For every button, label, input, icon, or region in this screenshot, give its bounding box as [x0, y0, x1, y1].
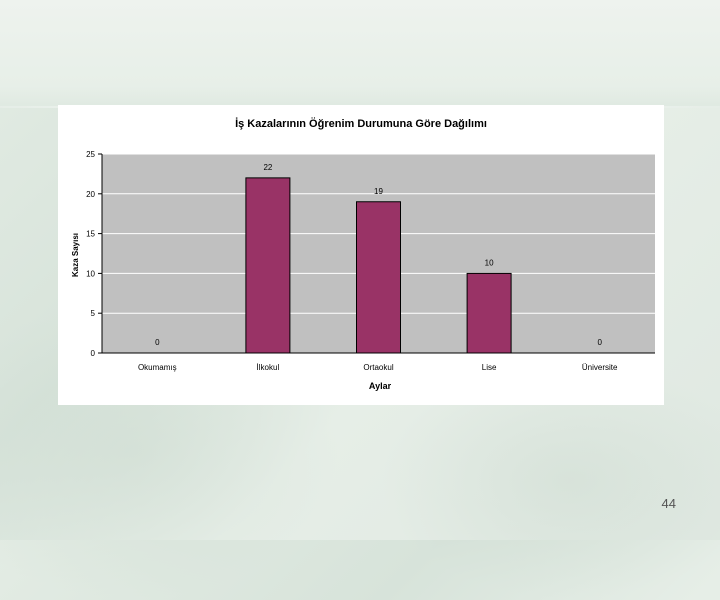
- x-tick-label: Ortaokul: [363, 363, 393, 372]
- data-label: 22: [263, 163, 272, 172]
- data-label: 10: [485, 258, 494, 267]
- x-tick-label: İlkokul: [257, 363, 280, 372]
- data-label: 19: [374, 187, 383, 196]
- data-label: 0: [155, 338, 160, 347]
- bar: [466, 272, 512, 354]
- slide-number: 44: [661, 496, 676, 511]
- x-tick-label: Okumamış: [138, 363, 177, 372]
- chart-title: İş Kazalarının Öğrenim Durumuna Göre Dağ…: [235, 117, 487, 130]
- y-tick-label: 5: [91, 309, 96, 318]
- data-label: 0: [597, 338, 602, 347]
- y-axis-label: Kaza Sayısı: [71, 233, 80, 277]
- y-tick-label: 25: [86, 150, 95, 159]
- x-tick-label: Üniversite: [582, 363, 618, 372]
- y-tick-label: 0: [91, 349, 96, 358]
- y-tick-label: 15: [86, 230, 95, 239]
- x-tick-label: Lise: [482, 363, 497, 372]
- bar: [245, 177, 291, 354]
- x-axis-label: Aylar: [369, 381, 392, 391]
- bar: [356, 201, 401, 354]
- y-tick-label: 20: [86, 190, 95, 199]
- chart-container: İş Kazalarının Öğrenim Durumuna Göre Dağ…: [58, 105, 664, 405]
- y-tick-label: 10: [86, 269, 95, 278]
- slide-header-band: [0, 0, 720, 108]
- bar-chart: İş Kazalarının Öğrenim Durumuna Göre Dağ…: [71, 117, 655, 391]
